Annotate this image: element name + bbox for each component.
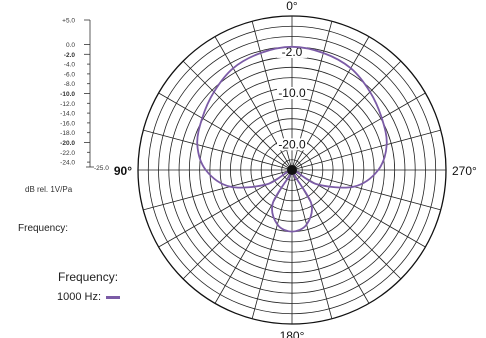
grid-spoke [143, 169, 293, 211]
scale-tick-label: -22.0 [60, 150, 75, 157]
scale-tick-label: 0.0 [66, 42, 75, 49]
ring-label: -20.0 [278, 137, 306, 151]
ring-label-bg [277, 138, 307, 151]
grid-spoke [291, 129, 441, 171]
ring-label: -10.0 [278, 86, 306, 100]
scale-tick-label: -25.0 [94, 165, 109, 172]
grid-spoke [291, 60, 402, 171]
legend-title: Frequency: [58, 270, 119, 284]
scale-tick-label: -4.0 [64, 62, 76, 69]
ring-label: -2.0 [282, 45, 303, 59]
series-line [196, 45, 388, 233]
ring-label-bg [277, 45, 307, 58]
legend-entry: 1000 Hz: [57, 291, 121, 303]
grid-spoke [291, 169, 402, 280]
scale-tick-label: -18.0 [60, 130, 75, 137]
scale-tick-label: -8.0 [64, 81, 76, 88]
scale-tick-label: -2.0 [64, 52, 76, 59]
scale-tick-label: -14.0 [60, 111, 75, 118]
angle-label-90: 90° [114, 164, 132, 178]
scale-tick-label: -10.0 [60, 91, 75, 98]
scale-tick-label: -12.0 [60, 101, 75, 108]
angle-label-270: 270° [452, 164, 477, 178]
grid-spoke [143, 129, 293, 171]
scale-unit-label: dB rel. 1V/Pa [25, 185, 73, 194]
scale-tick-label: -20.0 [60, 140, 75, 147]
grid-spoke [291, 169, 333, 319]
center-hub [287, 165, 297, 175]
grid-spoke [182, 60, 293, 171]
scale-tick-label: -24.0 [60, 160, 75, 167]
ring-label-bg [277, 87, 307, 99]
grid-spoke [158, 92, 293, 171]
angle-label-180: 180° [280, 329, 305, 338]
scale-tick-label: -6.0 [64, 71, 76, 78]
frequency-caption: Frequency: [18, 223, 69, 234]
legend-entry-label: 1000 Hz: [57, 291, 102, 303]
angle-label-0: 0° [286, 0, 298, 13]
legend-swatch [106, 295, 121, 299]
scale-tick-label: +5.0 [62, 18, 75, 25]
grid-spoke [251, 169, 293, 319]
grid-spoke [291, 92, 426, 171]
grid-spoke [182, 169, 293, 280]
grid-spoke [291, 169, 441, 211]
scale-tick-label: -16.0 [60, 120, 75, 127]
